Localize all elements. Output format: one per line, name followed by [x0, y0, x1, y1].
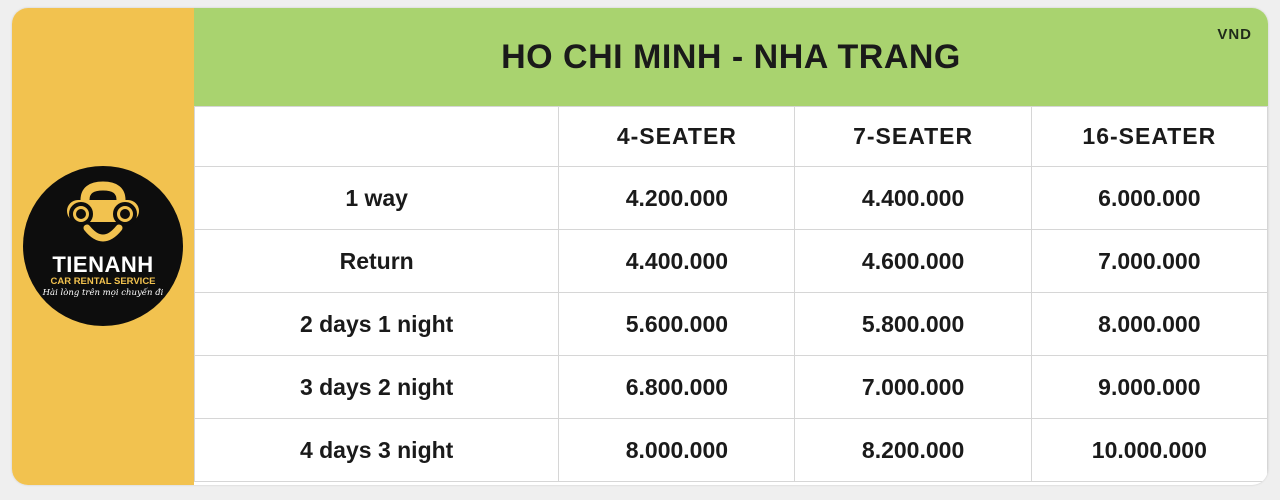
column-header — [193, 106, 560, 167]
price-cell: 4.400.000 — [558, 229, 796, 293]
smiling-car-icon — [67, 181, 139, 242]
row-label: 3 days 2 night — [193, 355, 560, 419]
row-label: 1 way — [193, 166, 560, 230]
price-cell: 9.000.000 — [1030, 355, 1268, 419]
logo-name: TIENANH — [52, 252, 154, 277]
price-cell: 4.400.000 — [794, 166, 1032, 230]
price-cell: 10.000.000 — [1030, 418, 1268, 482]
table-header-row: 4-SEATER 7-SEATER 16-SEATER — [193, 106, 1268, 167]
table-row: 4 days 3 night 8.000.000 8.200.000 10.00… — [193, 418, 1268, 482]
table-row: 1 way 4.200.000 4.400.000 6.000.000 — [193, 166, 1268, 230]
price-card: TIENANH CAR RENTAL SERVICE Hài lòng trên… — [12, 8, 1268, 485]
price-cell: 6.800.000 — [558, 355, 796, 419]
table-row: 2 days 1 night 5.600.000 5.800.000 8.000… — [193, 292, 1268, 356]
price-cell: 7.000.000 — [794, 355, 1032, 419]
price-cell: 6.000.000 — [1030, 166, 1268, 230]
row-label: 2 days 1 night — [193, 292, 560, 356]
price-cell: 8.000.000 — [558, 418, 796, 482]
price-cell: 7.000.000 — [1030, 229, 1268, 293]
column-header: 4-SEATER — [558, 106, 796, 167]
row-label: Return — [193, 229, 560, 293]
route-title: HO CHI MINH - NHA TRANG — [501, 38, 961, 76]
table-row: Return 4.400.000 4.600.000 7.000.000 — [193, 229, 1268, 293]
price-cell: 5.600.000 — [558, 292, 796, 356]
row-label: 4 days 3 night — [193, 418, 560, 482]
logo-tagline: CAR RENTAL SERVICE — [50, 276, 156, 287]
sidebar: TIENANH CAR RENTAL SERVICE Hài lòng trên… — [12, 8, 194, 485]
table-row: 3 days 2 night 6.800.000 7.000.000 9.000… — [193, 355, 1268, 419]
price-cell: 8.000.000 — [1030, 292, 1268, 356]
header: HO CHI MINH - NHA TRANG VND — [194, 8, 1268, 106]
price-cell: 4.200.000 — [558, 166, 796, 230]
logo: TIENANH CAR RENTAL SERVICE Hài lòng trên… — [23, 166, 183, 326]
currency-label: VND — [1217, 26, 1252, 43]
column-header: 16-SEATER — [1030, 106, 1268, 167]
price-cell: 4.600.000 — [794, 229, 1032, 293]
price-cell: 5.800.000 — [794, 292, 1032, 356]
column-header: 7-SEATER — [794, 106, 1032, 167]
price-cell: 8.200.000 — [794, 418, 1032, 482]
logo-slogan: Hài lòng trên mọi chuyến đi — [42, 288, 164, 298]
price-table: 4-SEATER 7-SEATER 16-SEATER 1 way 4.200.… — [193, 106, 1268, 482]
